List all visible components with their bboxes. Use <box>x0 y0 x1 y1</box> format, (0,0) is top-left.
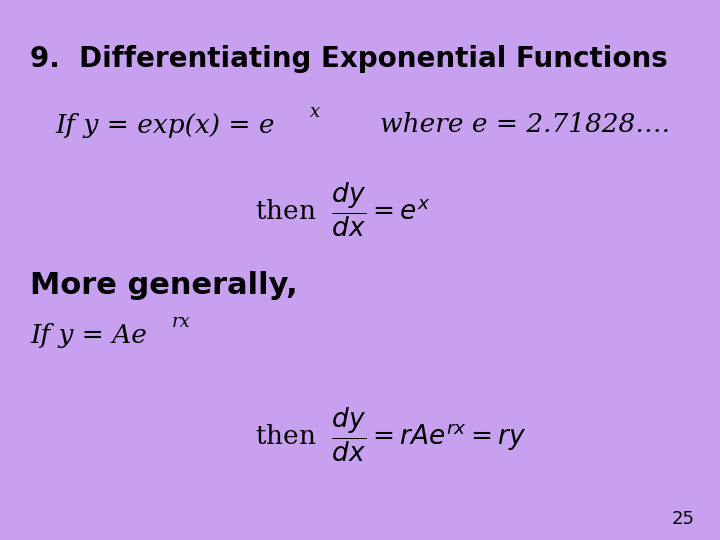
Text: then  $\dfrac{dy}{dx} = rAe^{rx} = ry$: then $\dfrac{dy}{dx} = rAe^{rx} = ry$ <box>255 406 527 464</box>
Text: 9.  Differentiating Exponential Functions: 9. Differentiating Exponential Functions <box>30 45 667 73</box>
Text: If y = exp(x) = e: If y = exp(x) = e <box>55 112 274 138</box>
Text: then  $\dfrac{dy}{dx} = e^x$: then $\dfrac{dy}{dx} = e^x$ <box>255 181 431 239</box>
Text: If y = Ae: If y = Ae <box>30 322 147 348</box>
Text: More generally,: More generally, <box>30 271 298 300</box>
Text: where e = 2.71828….: where e = 2.71828…. <box>380 112 670 138</box>
Text: 25: 25 <box>672 510 695 528</box>
Text: x: x <box>310 103 320 121</box>
Text: rx: rx <box>172 313 191 331</box>
